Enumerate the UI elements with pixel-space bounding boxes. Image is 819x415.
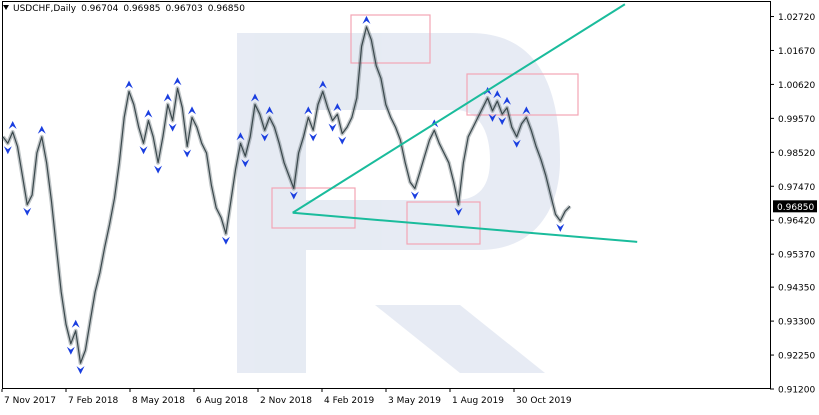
x-tick-label: 7 Feb 2018 xyxy=(68,396,119,406)
close-value: 0.96850 xyxy=(207,4,245,14)
fractal-up-arrow xyxy=(522,106,531,115)
x-tick-label: 2 Nov 2018 xyxy=(260,396,312,406)
fractal-down-arrow xyxy=(488,113,497,122)
y-tick-label: 1.01670 xyxy=(778,47,815,57)
fractal-down-arrow xyxy=(338,136,347,145)
watermark-leg xyxy=(375,305,545,373)
y-tick-label: 0.99570 xyxy=(778,115,815,125)
y-tick-label: 0.96420 xyxy=(778,217,815,227)
y-tick-label: 0.98520 xyxy=(778,149,815,159)
fractal-down-arrow xyxy=(410,191,419,200)
fractal-up-arrow xyxy=(163,93,172,102)
fractal-down-arrow xyxy=(289,191,298,200)
fractal-up-arrow xyxy=(493,90,502,99)
open-value: 0.96704 xyxy=(81,4,119,14)
price-line xyxy=(2,26,571,364)
trendline xyxy=(292,211,638,243)
fractal-up-arrow xyxy=(318,80,327,89)
highlight-box xyxy=(466,73,579,116)
watermark-logo xyxy=(237,33,560,373)
fractal-down-arrow xyxy=(512,139,521,148)
fractal-up-arrow xyxy=(333,103,342,112)
fractal-down-arrow xyxy=(454,207,463,216)
y-tick-label: 0.93300 xyxy=(778,318,815,328)
fractal-up-arrow xyxy=(173,77,182,86)
fractal-down-arrow xyxy=(183,149,192,158)
fractal-up-arrow xyxy=(236,132,245,141)
y-tick-label: 0.91200 xyxy=(778,386,815,396)
plot-frame xyxy=(2,1,771,389)
current-price-label: 0.96850 xyxy=(777,203,814,213)
fractal-down-arrow xyxy=(328,123,337,132)
fractal-up-arrow xyxy=(144,109,153,118)
fractal-up-arrow xyxy=(71,319,80,328)
fractal-up-arrow xyxy=(304,106,313,115)
fractal-down-arrow xyxy=(221,236,230,245)
y-tick-label: 0.92250 xyxy=(778,352,815,362)
x-tick-label: 6 Aug 2018 xyxy=(196,396,248,406)
chart-header: USDCHF,Daily 0.96704 0.96985 0.96703 0.96850 xyxy=(3,4,250,14)
x-tick-label: 1 Aug 2019 xyxy=(452,396,504,406)
fractal-down-arrow xyxy=(154,165,163,174)
x-tick-label: 4 Feb 2019 xyxy=(324,396,375,406)
fractal-up-arrow xyxy=(265,106,274,115)
fractal-up-arrow xyxy=(503,96,511,105)
highlight-box xyxy=(350,14,431,64)
fractal-up-arrow xyxy=(125,80,133,89)
fractal-down-arrow xyxy=(309,133,318,142)
fractal-down-arrow xyxy=(23,207,32,216)
trendline xyxy=(292,3,626,214)
x-tick-label: 7 Nov 2017 xyxy=(4,396,56,406)
fractal-down-arrow xyxy=(3,146,12,155)
fractal-up-arrow xyxy=(8,120,17,129)
x-tick-label: 8 May 2018 xyxy=(132,396,185,406)
fractal-up-arrow xyxy=(37,125,46,134)
fractal-down-arrow xyxy=(139,146,148,155)
fractal-down-arrow xyxy=(556,223,565,232)
fractal-down-arrow xyxy=(241,159,250,168)
highlight-box xyxy=(271,187,356,229)
y-tick-label: 1.00620 xyxy=(778,81,815,91)
fractal-down-arrow xyxy=(66,346,75,355)
fractal-up-arrow xyxy=(251,93,259,102)
high-value: 0.96985 xyxy=(123,4,161,14)
fractal-down-arrow xyxy=(76,366,85,375)
x-tick-label: 30 Oct 2019 xyxy=(516,396,572,406)
y-tick-label: 0.94350 xyxy=(778,284,815,294)
current-price-tag xyxy=(773,200,817,213)
y-tick-label: 0.97470 xyxy=(778,183,815,193)
y-tick-label: 0.95370 xyxy=(778,251,815,261)
fractal-down-arrow xyxy=(168,123,177,132)
y-tick-label: 1.02720 xyxy=(778,13,815,23)
fractal-down-arrow xyxy=(260,133,269,142)
x-tick-label: 3 May 2019 xyxy=(388,396,441,406)
fractal-up-arrow xyxy=(362,15,371,24)
symbol-label: USDCHF,Daily xyxy=(13,4,77,14)
watermark-bowl xyxy=(306,33,560,250)
low-value: 0.96703 xyxy=(165,4,203,14)
dropdown-arrow-icon[interactable] xyxy=(3,5,9,10)
fractal-down-arrow xyxy=(498,117,507,126)
fractal-up-arrow xyxy=(188,106,196,115)
